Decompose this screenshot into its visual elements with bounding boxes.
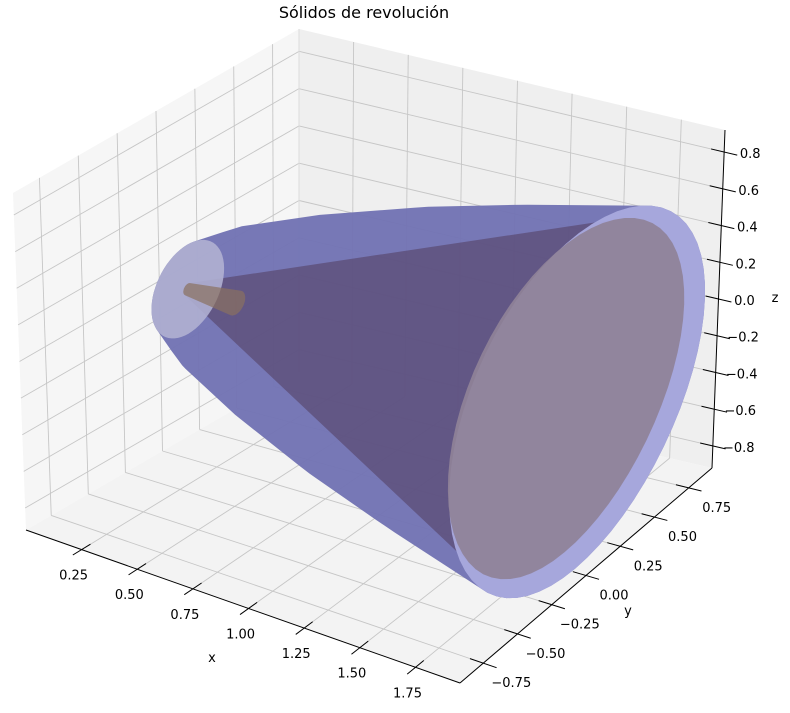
chart-title: Sólidos de revolución xyxy=(279,3,449,22)
x-tick-label: 1.50 xyxy=(337,667,366,682)
y-tick-mark xyxy=(607,542,634,551)
y-tick-label: −0.75 xyxy=(491,676,531,691)
y-tick-label: 0.75 xyxy=(702,501,731,516)
x-tick-mark xyxy=(351,640,369,655)
z-tick-mark xyxy=(708,221,735,230)
x-tick-label: 0.25 xyxy=(59,569,88,584)
z-tick-label: −0.4 xyxy=(726,368,758,383)
x-tick-mark xyxy=(128,563,147,576)
y-tick-label: −0.25 xyxy=(560,618,600,633)
x-tick-mark xyxy=(184,582,202,596)
y-tick-mark xyxy=(675,484,702,492)
z-tick-mark xyxy=(700,442,726,450)
z-tick-mark xyxy=(706,258,733,266)
z-tick-mark xyxy=(701,405,728,413)
x-tick-mark xyxy=(239,601,258,615)
z-tick-label: 0.0 xyxy=(734,294,755,309)
x-tick-mark xyxy=(72,543,91,556)
z-tick-label: 0.8 xyxy=(740,147,761,162)
z-tick-mark xyxy=(705,295,732,303)
x-tick-mark xyxy=(406,660,425,675)
z-tick-label: 0.6 xyxy=(738,184,759,199)
left-gridline-z xyxy=(13,50,300,216)
x-tick-label: 0.50 xyxy=(115,588,144,603)
z-tick-label: 0.4 xyxy=(737,221,758,236)
y-tick-mark xyxy=(572,571,600,580)
y-tick-mark xyxy=(641,513,668,521)
y-axis-label: y xyxy=(624,604,632,619)
y-tick-mark xyxy=(504,629,531,639)
floor-gridline-y xyxy=(51,514,484,664)
y-tick-label: 0.50 xyxy=(668,530,697,545)
left-gridline-z xyxy=(17,162,300,326)
back-gridline-z xyxy=(298,88,723,190)
z-tick-mark xyxy=(702,368,729,376)
left-gridline-z xyxy=(15,88,300,252)
back-gridline-z xyxy=(298,50,725,153)
floor-gridline-y xyxy=(88,493,518,635)
x-axis-label: x xyxy=(208,651,216,666)
y-tick-mark xyxy=(538,600,566,610)
y-tick-mark xyxy=(469,658,497,669)
y-tick-label: 0.25 xyxy=(634,559,663,574)
z-tick-mark xyxy=(709,185,736,193)
z-tick-mark xyxy=(704,332,731,340)
z-tick-label: −0.2 xyxy=(727,331,759,346)
x-tick-label: 1.75 xyxy=(393,686,422,701)
x-axis-line xyxy=(25,529,461,684)
left-gridline-z xyxy=(16,125,300,289)
z-tick-mark xyxy=(710,148,738,156)
z-tick-label: 0.2 xyxy=(736,257,757,272)
z-tick-label: −0.8 xyxy=(723,441,755,456)
x-tick-label: 0.75 xyxy=(170,608,199,623)
x-tick-label: 1.00 xyxy=(226,628,255,643)
inner-cone-end-disc xyxy=(447,218,685,580)
z-axis-label: z xyxy=(772,291,779,306)
inner-cone-tip xyxy=(183,283,246,316)
x-tick-mark xyxy=(295,621,313,635)
x-tick-label: 1.25 xyxy=(282,647,311,662)
y-tick-label: −0.50 xyxy=(526,647,566,662)
y-tick-label: 0.00 xyxy=(600,589,629,604)
z-tick-label: −0.6 xyxy=(725,404,757,419)
